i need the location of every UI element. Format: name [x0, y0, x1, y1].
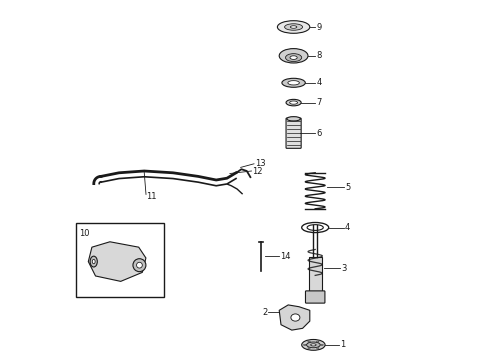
Text: 1: 1: [340, 341, 345, 349]
Text: 14: 14: [280, 252, 291, 261]
Bar: [309, 257, 321, 293]
FancyBboxPatch shape: [286, 118, 301, 148]
Ellipse shape: [277, 21, 310, 33]
Ellipse shape: [290, 101, 297, 104]
Ellipse shape: [92, 260, 95, 264]
Text: 8: 8: [316, 51, 321, 60]
Ellipse shape: [308, 347, 310, 348]
Text: 5: 5: [345, 183, 350, 192]
Ellipse shape: [286, 99, 301, 106]
Ellipse shape: [321, 344, 323, 346]
Ellipse shape: [308, 341, 310, 342]
Ellipse shape: [90, 256, 98, 267]
Polygon shape: [88, 242, 146, 282]
Text: 4: 4: [316, 78, 321, 87]
Ellipse shape: [287, 117, 300, 121]
Text: 11: 11: [146, 192, 156, 201]
Circle shape: [133, 259, 146, 272]
Ellipse shape: [290, 56, 297, 59]
Polygon shape: [279, 305, 310, 330]
Bar: [76, 223, 164, 297]
Ellipse shape: [303, 344, 306, 346]
FancyBboxPatch shape: [305, 291, 325, 303]
Ellipse shape: [307, 225, 323, 230]
Ellipse shape: [311, 344, 316, 346]
Ellipse shape: [286, 54, 302, 62]
Ellipse shape: [279, 49, 308, 63]
Text: 10: 10: [79, 229, 90, 238]
Ellipse shape: [317, 341, 319, 342]
Text: 6: 6: [316, 129, 321, 138]
Ellipse shape: [307, 342, 320, 348]
Text: 3: 3: [342, 264, 347, 273]
Ellipse shape: [288, 81, 299, 85]
Text: 2: 2: [262, 307, 268, 317]
Text: 7: 7: [316, 98, 321, 107]
Text: 4: 4: [345, 223, 350, 232]
Ellipse shape: [291, 26, 297, 28]
Ellipse shape: [282, 78, 305, 87]
Circle shape: [137, 262, 142, 268]
Ellipse shape: [291, 314, 300, 321]
Text: 13: 13: [255, 159, 266, 168]
Ellipse shape: [317, 347, 319, 348]
Ellipse shape: [302, 339, 325, 350]
Text: 12: 12: [252, 166, 263, 176]
Text: 9: 9: [316, 23, 321, 32]
Ellipse shape: [285, 24, 303, 30]
